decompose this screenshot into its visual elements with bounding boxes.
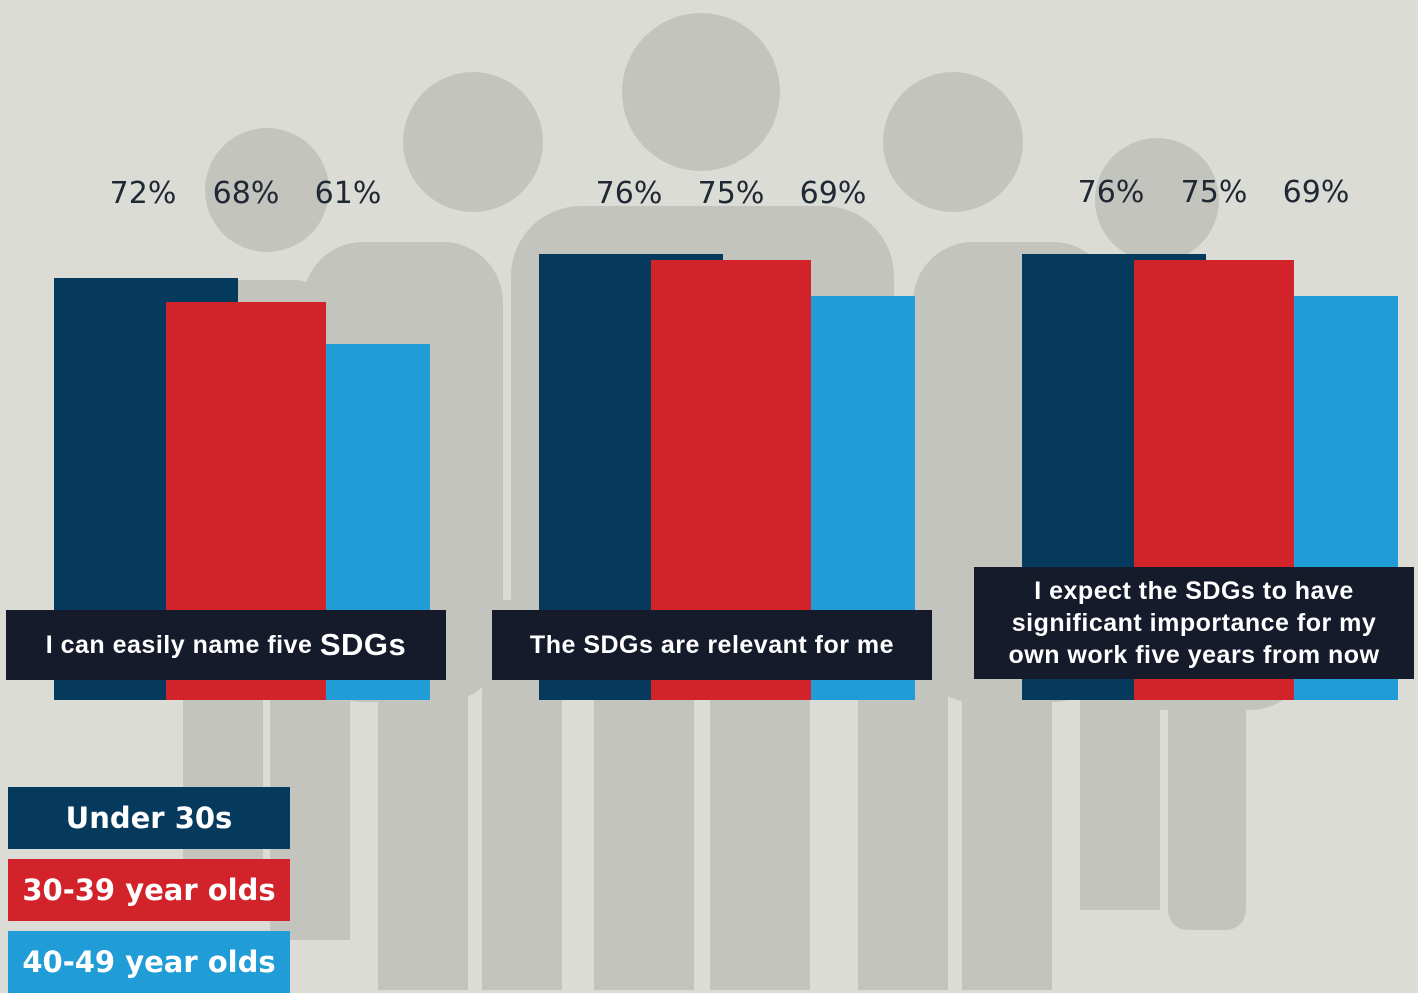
legend-item-30-39: 30-39 year olds bbox=[8, 859, 290, 921]
value-label-group3-series2: 75% bbox=[1181, 175, 1248, 210]
value-label-group3-series1: 76% bbox=[1078, 175, 1145, 210]
category-label-1: I can easily name five SDGs bbox=[6, 610, 446, 680]
category-label-1-emphasis: SDGs bbox=[319, 627, 407, 662]
category-label-2: The SDGs are relevant for me bbox=[492, 610, 932, 680]
legend-label-under-30s: Under 30s bbox=[65, 801, 233, 835]
value-label-group3-series3: 69% bbox=[1283, 175, 1350, 210]
value-label-group1-series1: 72% bbox=[110, 176, 177, 211]
value-label-group2-series3: 69% bbox=[800, 176, 867, 211]
value-labels-layer: 72% 68% 61% 76% 75% 69% 76% 75% 69% bbox=[110, 175, 1350, 211]
value-label-group1-series3: 61% bbox=[315, 176, 382, 211]
value-label-group1-series2: 68% bbox=[213, 176, 280, 211]
legend-label-40-49: 40-49 year olds bbox=[22, 945, 276, 979]
category-label-1-text: I can easily name five bbox=[45, 631, 313, 659]
category-label-3-text: I expect the SDGs to have significant im… bbox=[1008, 577, 1380, 669]
legend-item-40-49: 40-49 year olds bbox=[8, 931, 290, 993]
legend-label-30-39: 30-39 year olds bbox=[22, 873, 276, 907]
value-label-group2-series1: 76% bbox=[596, 176, 663, 211]
value-label-group2-series2: 75% bbox=[698, 176, 765, 211]
legend-item-under-30s: Under 30s bbox=[8, 787, 290, 849]
category-label-2-text: The SDGs are relevant for me bbox=[529, 631, 895, 659]
category-label-3: I expect the SDGs to have significant im… bbox=[974, 567, 1414, 679]
